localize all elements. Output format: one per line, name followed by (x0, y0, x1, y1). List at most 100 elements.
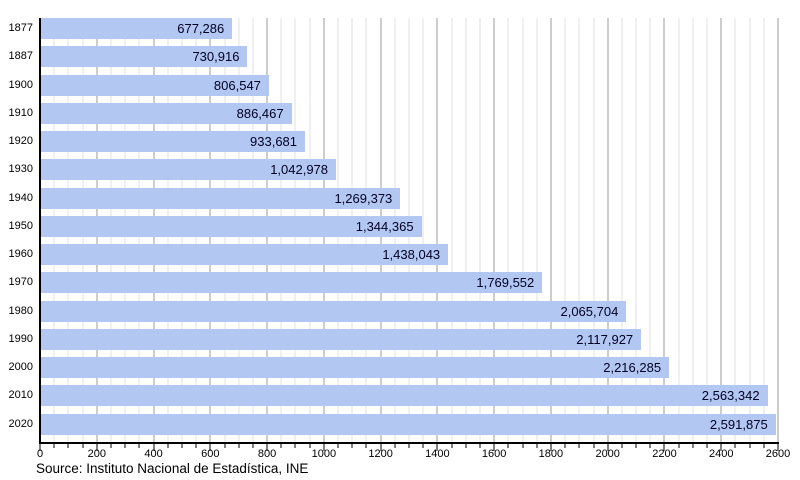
major-tick (550, 444, 552, 451)
population-bar: 730,916 (40, 46, 248, 68)
minor-gridline (465, 18, 467, 442)
bar-value-label: 1,344,365 (355, 218, 414, 234)
minor-tick (181, 444, 183, 448)
year-label: 1877 (8, 22, 33, 34)
y-axis-line (39, 18, 41, 442)
minor-tick (749, 444, 751, 448)
bar-row: 1900 806,547 (9, 74, 778, 103)
population-bar: 2,065,704 (40, 300, 627, 322)
x-tick-label: 600 (201, 448, 220, 460)
bar-value-label: 2,216,285 (603, 360, 662, 376)
minor-tick (692, 444, 694, 448)
population-bar: 1,269,373 (40, 187, 401, 209)
major-gridline (720, 18, 722, 442)
x-axis-tick-labels: 0 200 400 600 800 1000 1200 1400 1600 1800 2000 220… (36, 448, 790, 461)
minor-tick (536, 444, 538, 448)
x-axis-line (39, 442, 779, 444)
year-label: 1910 (8, 106, 33, 119)
year-label: 1940 (8, 191, 33, 204)
year-label: 2020 (8, 417, 33, 430)
bar-value-label: 730,916 (192, 49, 240, 65)
minor-gridline (536, 18, 538, 442)
minor-gridline (692, 18, 694, 442)
bar-row: 1910 886,467 (9, 102, 778, 131)
minor-tick (280, 444, 282, 448)
population-bar: 1,042,978 (40, 159, 337, 181)
bar-value-label: 806,547 (213, 77, 261, 93)
minor-gridline (678, 18, 680, 442)
minor-tick (564, 444, 566, 448)
minor-gridline (649, 18, 651, 442)
minor-tick (110, 444, 112, 448)
minor-tick (763, 444, 765, 448)
major-gridline (550, 18, 552, 442)
minor-gridline (578, 18, 580, 442)
minor-tick (578, 444, 580, 448)
x-tick-label: 400 (144, 448, 163, 460)
major-gridline (493, 18, 495, 442)
minor-gridline (507, 18, 509, 442)
year-label: 1950 (8, 219, 33, 232)
year-label: 1900 (8, 78, 33, 91)
x-tick-label: 0 (36, 448, 44, 460)
minor-tick (678, 444, 680, 448)
year-label: 2000 (8, 361, 33, 374)
x-tick-label: 2600 (765, 448, 791, 460)
population-bar: 1,344,365 (40, 215, 422, 237)
bar-row: 1940 1,269,373 (9, 187, 778, 216)
minor-tick (294, 444, 296, 448)
bar-row: 1920 933,681 (9, 131, 778, 159)
minor-gridline (522, 18, 524, 442)
minor-tick (593, 444, 594, 448)
minor-tick (224, 444, 225, 448)
minor-tick (479, 444, 481, 448)
minor-tick (621, 444, 623, 448)
minor-tick (53, 444, 55, 448)
population-bar: 1,438,043 (40, 244, 449, 266)
minor-tick (351, 444, 353, 448)
minor-tick (82, 444, 84, 448)
minor-tick (167, 444, 169, 448)
minor-gridline (635, 18, 637, 442)
minor-tick (706, 444, 708, 448)
major-tick (720, 444, 722, 451)
bar-value-label: 2,065,704 (560, 303, 619, 319)
x-tick-label: 1400 (425, 448, 450, 460)
year-label: 2010 (8, 389, 33, 402)
major-tick (436, 444, 438, 451)
minor-gridline (593, 18, 594, 442)
bar-value-label: 933,681 (250, 134, 298, 150)
major-tick (607, 444, 609, 451)
major-tick (380, 444, 382, 451)
minor-tick (465, 444, 467, 448)
x-tick-label: 1600 (481, 448, 507, 460)
year-label: 1887 (8, 50, 33, 63)
year-label: 1980 (8, 304, 33, 317)
minor-gridline (451, 18, 453, 442)
major-tick (777, 444, 779, 451)
population-bar: 2,563,342 (40, 385, 768, 407)
x-tick-label: 2000 (595, 448, 620, 460)
bar-value-label: 2,563,342 (701, 388, 760, 404)
minor-tick (337, 444, 339, 448)
x-tick-label: 1200 (368, 448, 393, 460)
minor-tick (451, 444, 453, 448)
bar-row: 1950 1,344,365 (9, 215, 778, 244)
minor-tick (422, 444, 424, 448)
minor-tick (408, 444, 410, 448)
minor-tick (365, 444, 367, 448)
major-tick (493, 444, 495, 451)
bar-value-label: 2,591,875 (709, 416, 768, 432)
bar-row: 1990 2,117,927 (9, 328, 778, 357)
minor-gridline (706, 18, 708, 442)
minor-tick (649, 444, 651, 448)
x-tick-label: 1000 (311, 448, 337, 460)
bar-row: 2020 2,591,875 (9, 413, 778, 442)
minor-tick (522, 444, 524, 448)
bar-row: 1877 677,286 (9, 18, 778, 46)
bar-row: 1930 1,042,978 (9, 159, 778, 187)
population-bar: 2,216,285 (40, 357, 670, 379)
minor-gridline (749, 18, 751, 442)
plot-area: 1877 677,286 1887 730,916 1900 806,547 1910 886… (9, 18, 779, 442)
major-tick (39, 444, 41, 451)
